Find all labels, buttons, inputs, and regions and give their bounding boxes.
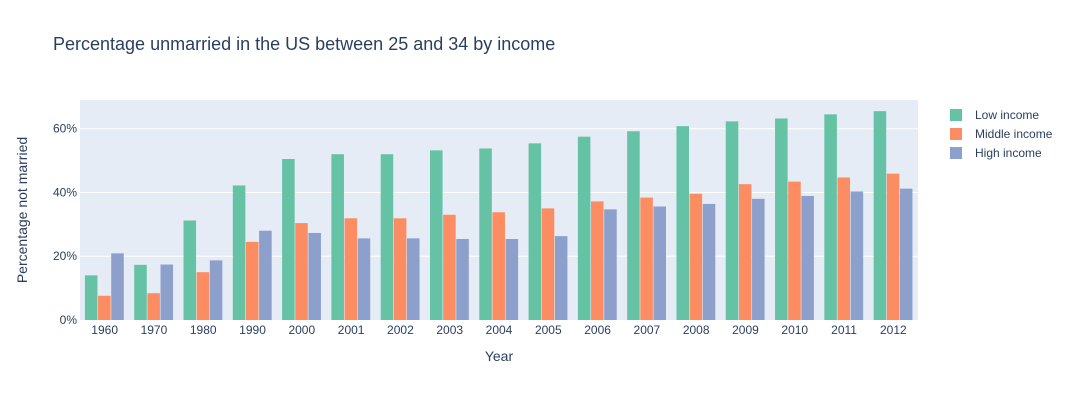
bar-high-income-2001[interactable] [357,238,371,320]
legend-label: Middle income [975,127,1053,141]
bar-low-income-2006[interactable] [577,136,591,320]
x-tick-label: 2005 [535,323,562,337]
bar-low-income-2011[interactable] [824,114,837,320]
bar-middle-income-2010[interactable] [788,181,801,320]
bar-low-income-2012[interactable] [873,111,887,320]
legend-swatch [950,109,962,121]
bar-middle-income-1980[interactable] [196,272,210,320]
bar-low-income-2000[interactable] [282,158,295,320]
bar-high-income-2012[interactable] [899,188,913,320]
bar-middle-income-2011[interactable] [837,177,851,320]
x-axis-title: Year [485,348,514,364]
bar-middle-income-1960[interactable] [98,295,111,320]
bar-middle-income-2004[interactable] [492,212,505,320]
bar-middle-income-2006[interactable] [591,201,604,320]
y-tick-label: 40% [53,185,77,199]
legend-item-low-income[interactable]: Low income [950,108,1039,122]
legend-swatch [950,128,962,140]
bar-middle-income-1990[interactable] [245,241,259,320]
x-tick-label: 2006 [584,323,611,337]
x-tick-label: 2002 [387,323,414,337]
x-tick-label: 2012 [880,323,907,337]
y-tick-label: 20% [53,249,77,263]
bar-high-income-1960[interactable] [111,253,124,320]
bar-low-income-2003[interactable] [429,150,443,320]
x-tick-label: 1980 [190,323,217,337]
bar-low-income-2009[interactable] [725,121,739,320]
legend-item-high-income[interactable]: High income [950,146,1042,160]
bar-low-income-1970[interactable] [134,264,147,320]
x-tick-label: 2004 [486,323,513,337]
bar-middle-income-2008[interactable] [689,193,703,320]
bar-high-income-1980[interactable] [209,260,223,320]
y-tick-label: 0% [60,313,78,327]
x-tick-label: 2009 [732,323,759,337]
x-tick-label: 1960 [91,323,118,337]
bar-high-income-2005[interactable] [554,236,568,320]
bar-low-income-2002[interactable] [380,154,394,320]
bar-high-income-2000[interactable] [308,232,321,320]
bar-high-income-2011[interactable] [850,191,864,320]
bar-low-income-2005[interactable] [528,143,542,320]
bar-high-income-2009[interactable] [752,198,765,320]
bar-low-income-2004[interactable] [479,148,492,320]
bar-high-income-2004[interactable] [505,239,519,320]
legend-item-middle-income[interactable]: Middle income [950,127,1053,141]
bar-middle-income-2007[interactable] [640,197,653,320]
bar-middle-income-2000[interactable] [295,223,308,320]
x-tick-label: 2007 [634,323,661,337]
bar-low-income-2010[interactable] [775,118,788,321]
bar-high-income-2007[interactable] [653,206,666,320]
bar-high-income-2002[interactable] [406,238,420,320]
bar-low-income-2001[interactable] [331,154,344,320]
legend-label: High income [975,146,1042,160]
legend[interactable]: Low income Middle income High income [950,108,1053,160]
y-axis-ticks: 0% 20% 40% 60% [53,122,77,327]
bar-high-income-2008[interactable] [702,203,716,320]
x-tick-label: 1990 [239,323,266,337]
x-tick-label: 2000 [288,323,315,337]
bar-high-income-1990[interactable] [259,230,272,320]
y-axis-title: Percentage not married [14,137,30,283]
x-tick-label: 2003 [436,323,463,337]
x-tick-label: 2011 [831,323,857,337]
y-tick-label: 60% [53,122,77,136]
bar-low-income-2008[interactable] [676,126,690,320]
x-tick-label: 2008 [683,323,710,337]
bar-middle-income-2009[interactable] [738,184,752,320]
bars [84,111,913,321]
bar-middle-income-1970[interactable] [147,293,160,320]
bar-high-income-2003[interactable] [456,239,469,320]
bar-low-income-1990[interactable] [232,185,246,320]
bar-middle-income-2005[interactable] [541,208,555,320]
bar-low-income-1960[interactable] [84,275,98,320]
bar-low-income-2007[interactable] [627,131,640,320]
x-tick-label: 1970 [141,323,168,337]
bar-middle-income-2003[interactable] [443,214,456,320]
bar-middle-income-2002[interactable] [393,218,407,320]
x-tick-label: 2001 [338,323,365,337]
chart-title: Percentage unmarried in the US between 2… [53,34,555,54]
legend-label: Low income [975,108,1039,122]
bar-low-income-1980[interactable] [183,220,197,320]
x-axis-ticks: 1960 1970 1980 1990 2000 2001 2002 2003 2004 2005… [91,323,907,337]
bar-high-income-1970[interactable] [160,264,174,320]
bar-high-income-2006[interactable] [604,209,617,320]
legend-swatch [950,147,962,159]
bar-middle-income-2012[interactable] [886,173,900,320]
x-tick-label: 2010 [781,323,808,337]
bar-high-income-2010[interactable] [801,195,814,320]
bar-middle-income-2001[interactable] [344,218,358,320]
